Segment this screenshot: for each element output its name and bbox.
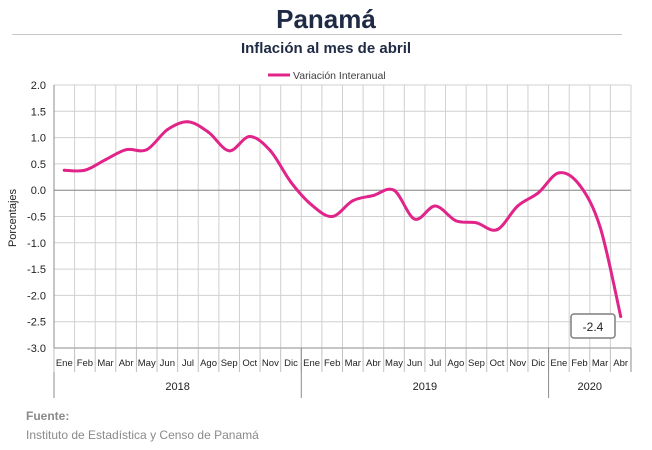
legend: Variación Interanual [268,70,386,82]
x-tick-label: Ago [200,358,217,369]
data-point [165,128,169,132]
data-point [330,215,334,218]
x-tick-label: Ene [56,358,73,369]
source-label: Fuente: [26,409,70,423]
data-point [516,204,520,208]
data-point [83,168,87,172]
x-tick-label: Jun [407,358,422,369]
x-tick-label: Dic [531,358,545,369]
data-point [268,149,272,153]
x-tick-label: Jul [429,358,441,369]
x-tick-label: Ene [303,358,320,369]
y-tick-label: 0.0 [31,185,46,197]
data-point [289,180,293,184]
data-point [351,199,355,203]
y-tick-labels: 2.0 1.5 1.0 0.5 0.0 -0.5 -1.0 -1.5 -2.0 -2.5 -3.0 [27,80,46,355]
x-tick-label: Sep [468,358,485,369]
chart-subtitle: Inflación al mes de abril [240,40,412,57]
data-point [577,183,581,187]
x-tick-label: Abr [366,358,381,369]
x-tick-label: Abr [119,358,134,369]
data-point [248,135,252,139]
data-point [227,149,231,153]
x-tick-label: Feb [324,358,340,369]
grid-lines [53,84,632,349]
data-point [371,193,375,197]
data-point [145,148,149,152]
y-tick-label: 1.0 [31,133,46,145]
data-point [433,204,437,208]
source-text: Instituto de Estadística y Censo de Pana… [26,428,259,442]
data-point [454,219,458,223]
y-tick-label: -0.5 [27,212,46,224]
data-point [619,314,623,318]
data-point [536,191,540,195]
x-tick-label: Oct [242,358,257,369]
page-title: Panamá [276,4,376,34]
y-tick-label: 1.5 [31,106,46,118]
year-label: 2020 [578,381,602,393]
data-point [392,188,396,192]
y-axis-label: Porcentajes [7,188,19,247]
year-labels: 2018 2019 2020 [165,381,602,393]
annotation-callout: -2.4 [570,313,616,339]
annotation-box [570,313,616,339]
x-tick-label: May [138,358,156,369]
x-tick-label: Oct [490,358,505,369]
x-tick-label: Mar [592,358,608,369]
data-point [207,130,211,134]
y-tick-label: 0.5 [31,159,46,171]
data-point [598,225,602,229]
year-label: 2019 [413,381,437,393]
data-point [474,221,478,225]
data-point [310,203,314,207]
data-point [186,120,190,124]
x-tick-label: Sep [221,358,238,369]
y-tick-label: -3.0 [27,343,46,355]
x-tick-label: Jul [182,358,194,369]
x-tick-label: Dic [284,358,298,369]
x-tick-label: Mar [97,358,113,369]
data-point [104,158,108,162]
data-point [557,171,561,175]
annotation-label: -2.4 [583,320,604,334]
data-point [62,168,66,172]
data-point [124,148,128,152]
y-tick-label: 2.0 [31,80,46,92]
x-tick-label: Nov [262,358,279,369]
x-tick-label: May [385,358,403,369]
x-tick-label: Jun [160,358,175,369]
y-tick-label: -2.5 [27,317,46,329]
y-tick-label: -1.0 [27,238,46,250]
y-tick-label: -2.0 [27,290,46,302]
axes [53,85,632,398]
y-tick-label: -1.5 [27,264,46,276]
series-points [62,120,623,318]
x-tick-label: Feb [571,358,587,369]
x-tick-label: Nov [509,358,526,369]
x-tick-label: Mar [345,358,361,369]
x-tick-label: Abr [613,358,628,369]
legend-label: Variación Interanual [293,70,386,82]
title-divider [12,34,622,35]
x-tick-label: Ene [550,358,567,369]
year-label: 2018 [165,381,189,393]
x-tick-label: Feb [77,358,93,369]
data-point [413,217,417,221]
series-line-variacion-interanual [62,120,623,318]
data-point [495,228,499,232]
x-tick-labels: Ene Feb Mar Abr May Jun Jul Ago Sep Oct Nov Dic Ene F… [56,358,628,369]
x-tick-label: Ago [447,358,464,369]
